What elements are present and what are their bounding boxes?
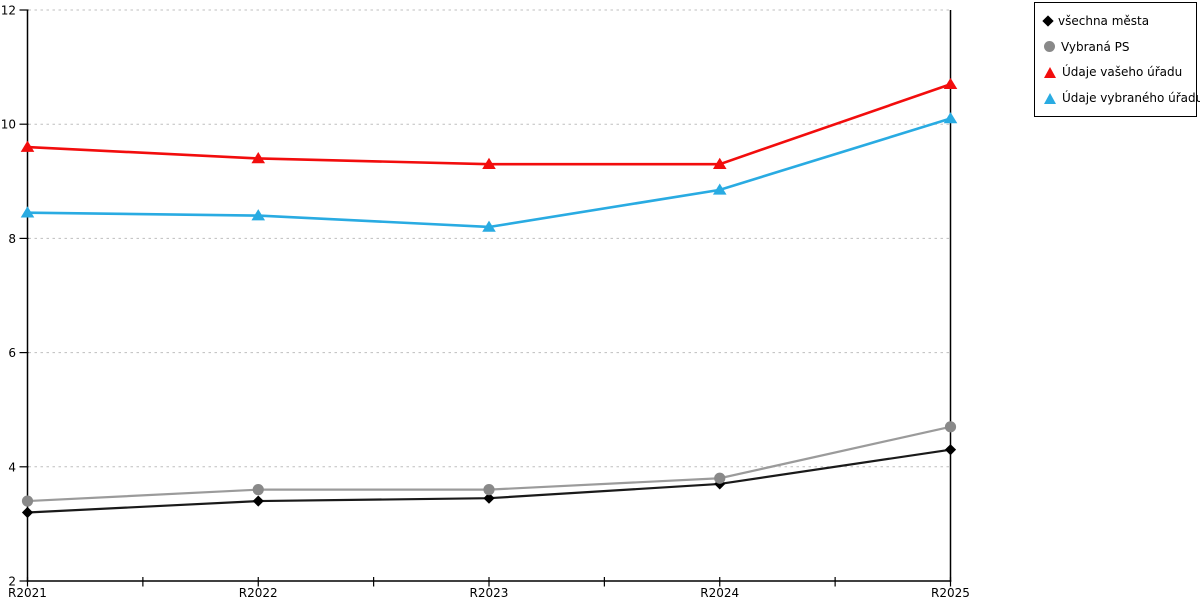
chart-series (21, 444, 957, 519)
y-tick-label: 12 (1, 4, 16, 18)
triangle-marker-icon (712, 157, 727, 169)
triangle-marker-icon (251, 152, 266, 164)
circle-marker-icon (21, 495, 34, 507)
diamond-marker-icon (944, 444, 957, 456)
legend-label: Vybraná PS (1061, 39, 1130, 54)
legend-label: Údaje vybraného úřadu (1062, 91, 1200, 106)
triangle-marker-icon (1044, 92, 1056, 104)
x-axis: R2021 R2022 R2023 R2024 R2025 (8, 577, 970, 600)
x-tick-label: R2023 (470, 586, 509, 600)
circle-marker-icon (714, 472, 726, 484)
chart-series (20, 112, 958, 232)
triangle-marker-icon (712, 183, 727, 195)
chart-series (20, 77, 958, 169)
triangle-marker-icon (482, 220, 496, 232)
triangle-marker-icon (943, 112, 958, 124)
diamond-marker-icon (1042, 15, 1054, 27)
triangle-marker-icon (1044, 66, 1056, 78)
y-tick-label: 2 (8, 575, 16, 589)
legend-label: všechna města (1058, 13, 1150, 28)
circle-marker-icon (483, 484, 495, 496)
legend-item: Údaje vybraného úřadu (1044, 91, 1200, 105)
x-tick-label: R2025 (931, 586, 970, 600)
y-tick-label: 10 (1, 118, 16, 132)
diamond-marker-icon (252, 495, 264, 507)
x-tick-label: R2022 (239, 586, 278, 600)
legend-label: Údaje vašeho úřadu (1062, 65, 1183, 80)
x-tick-label: R2024 (700, 586, 739, 600)
circle-marker-icon (944, 421, 957, 433)
gridlines (28, 9, 950, 468)
series-line (27, 83, 951, 166)
y-tick-label: 8 (8, 232, 16, 246)
legend-item: Vybraná PS (1044, 40, 1192, 54)
y-axis: 2 4 6 8 10 12 (1, 4, 29, 589)
legend-item: všechna města (1042, 13, 1192, 28)
diamond-marker-icon (21, 506, 34, 519)
diamond-marker-icon (483, 492, 495, 504)
triangle-marker-icon (251, 209, 266, 221)
x-tick-label: R2021 (8, 586, 47, 600)
triangle-marker-icon (943, 77, 958, 90)
legend-item: Údaje vašeho úřadu (1044, 65, 1192, 79)
y-tick-label: 4 (8, 460, 16, 474)
circle-marker-icon (252, 484, 264, 496)
chart-series (21, 421, 957, 507)
triangle-marker-icon (482, 157, 496, 169)
triangle-marker-icon (20, 206, 35, 218)
triangle-marker-icon (20, 140, 35, 152)
series-line (27, 117, 951, 229)
chart-legend: všechna města Vybraná PS Údaje vašeho úř… (1034, 2, 1200, 117)
circle-marker-icon (1044, 41, 1055, 53)
y-tick-label: 6 (8, 346, 16, 360)
